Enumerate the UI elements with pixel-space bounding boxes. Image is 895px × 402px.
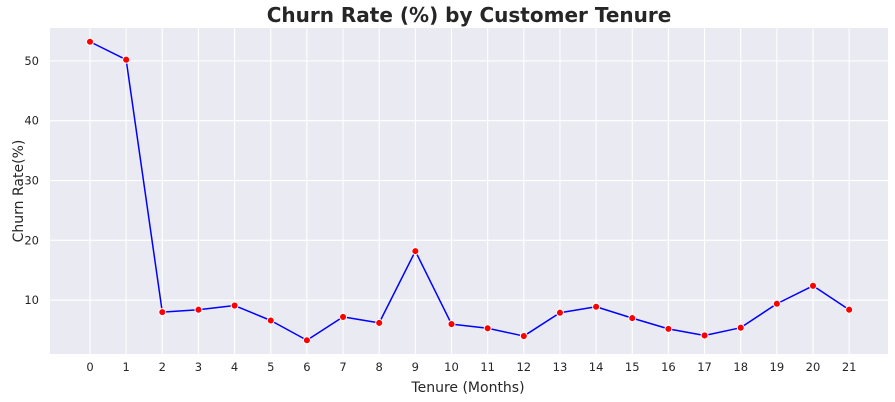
data-point	[122, 55, 131, 64]
data-point	[339, 312, 347, 321]
x-tick-label: 3	[195, 360, 202, 374]
x-tick-label: 19	[770, 360, 785, 374]
data-point	[375, 318, 384, 327]
y-tick-label: 30	[24, 174, 39, 188]
data-point	[483, 324, 492, 333]
data-point-layer	[86, 37, 854, 345]
x-tick-label: 15	[625, 360, 640, 374]
chart-title: Churn Rate (%) by Customer Tenure	[267, 3, 672, 27]
data-point	[519, 332, 528, 341]
data-point	[809, 281, 817, 290]
data-point	[266, 316, 275, 325]
y-tick-label: 50	[24, 54, 39, 68]
data-point	[772, 299, 781, 308]
x-tick-label: 6	[303, 360, 310, 374]
y-tick-label: 40	[24, 114, 39, 128]
data-point	[845, 305, 854, 314]
series-line-layer	[89, 41, 850, 341]
data-point	[411, 247, 420, 256]
x-tick-label: 14	[589, 360, 604, 374]
data-point	[230, 301, 239, 310]
x-tick-label: 13	[553, 360, 568, 374]
series-line	[89, 41, 850, 341]
x-tick-label: 21	[842, 360, 857, 374]
data-point	[664, 324, 673, 333]
data-point	[158, 308, 167, 317]
x-tick-label: 12	[516, 360, 531, 374]
x-tick-label: 4	[231, 360, 238, 374]
x-tick-label: 8	[376, 360, 383, 374]
y-tick-label: 10	[24, 293, 39, 307]
y-axis-label: Churn Rate(%)	[11, 140, 27, 243]
y-tick-label: 20	[24, 233, 39, 247]
x-tick-label: 18	[733, 360, 748, 374]
data-point	[86, 37, 94, 46]
data-point	[592, 302, 601, 311]
x-tick-label: 0	[86, 360, 93, 374]
x-tick-label: 9	[412, 360, 419, 374]
plot-area	[50, 28, 888, 354]
data-point	[628, 314, 637, 323]
x-tick-label: 5	[267, 360, 274, 374]
x-tick-label: 7	[339, 360, 346, 374]
x-axis-label: Tenure (Months)	[410, 380, 524, 396]
data-point	[302, 336, 311, 345]
x-tick-label: 16	[661, 360, 676, 374]
x-tick-label: 11	[480, 360, 495, 374]
grid-lines	[50, 28, 888, 354]
x-tick-label: 10	[444, 360, 459, 374]
data-point	[194, 305, 203, 314]
x-tick-label: 17	[697, 360, 712, 374]
x-tick-label: 2	[159, 360, 166, 374]
data-point	[736, 323, 745, 332]
x-tick-label: 20	[806, 360, 821, 374]
data-point	[700, 331, 709, 340]
x-tick-label: 1	[122, 360, 129, 374]
data-point	[447, 320, 456, 329]
data-point	[556, 308, 564, 317]
tick-labels: 0 1 2 3 4 5 6 7 8 9 10 11 12 13 14 15 16 17 18 19 20 21102030…	[24, 54, 856, 374]
